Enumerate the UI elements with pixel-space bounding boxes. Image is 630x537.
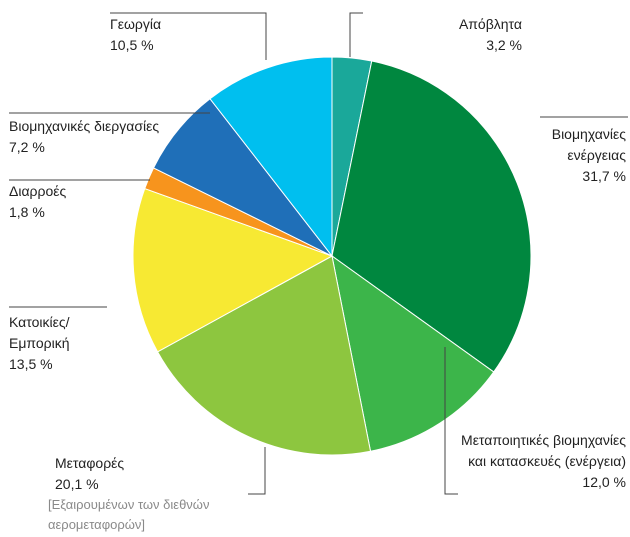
leader-line-1 (349, 12, 363, 57)
slice-note-label: [Εξαιρουμένων των διεθνών (48, 497, 209, 512)
pie-slice-3 (331, 254, 495, 452)
pie-slice-4 (156, 255, 372, 456)
slice-category-label: Κατοικίες/ (9, 314, 70, 330)
slice-value-label: 1,8 % (9, 204, 45, 220)
leader-line-8 (110, 12, 267, 60)
slice-value-label: 20,1 % (55, 476, 99, 492)
slice-category-label: Μεταφορές (55, 455, 124, 471)
slice-value-label: 31,7 % (582, 168, 626, 184)
leader-line-4 (248, 447, 266, 495)
pie-slice-5 (132, 187, 334, 353)
slice-category-label: ενέργειας (567, 147, 626, 163)
pie-slice-8 (209, 56, 333, 258)
slice-value-label: 10,5 % (110, 37, 154, 53)
leader-line-3 (444, 347, 458, 495)
slice-category-label: Απόβλητα (459, 16, 522, 32)
slice-note-label: αερομεταφορών] (48, 517, 145, 532)
slice-category-label: και κατασκευές (ενέργεια) (468, 453, 626, 469)
slice-category-label: Μεταποιητικές βιομηχανίες (461, 432, 626, 448)
slice-category-label: Βιομηχανίες (552, 126, 627, 142)
slice-category-label: Διαρροές (9, 183, 67, 199)
pie-slice-2 (331, 60, 532, 373)
slice-category-label: Βιομηχανικές διεργασίες (9, 118, 159, 134)
slice-value-label: 12,0 % (582, 474, 626, 490)
slice-value-label: 13,5 % (9, 356, 53, 372)
slice-category-label: Γεωργία (110, 16, 161, 32)
slice-value-label: 7,2 % (9, 139, 45, 155)
slice-category-label: Εμπορική (9, 335, 70, 351)
slice-value-label: 3,2 % (486, 37, 522, 53)
